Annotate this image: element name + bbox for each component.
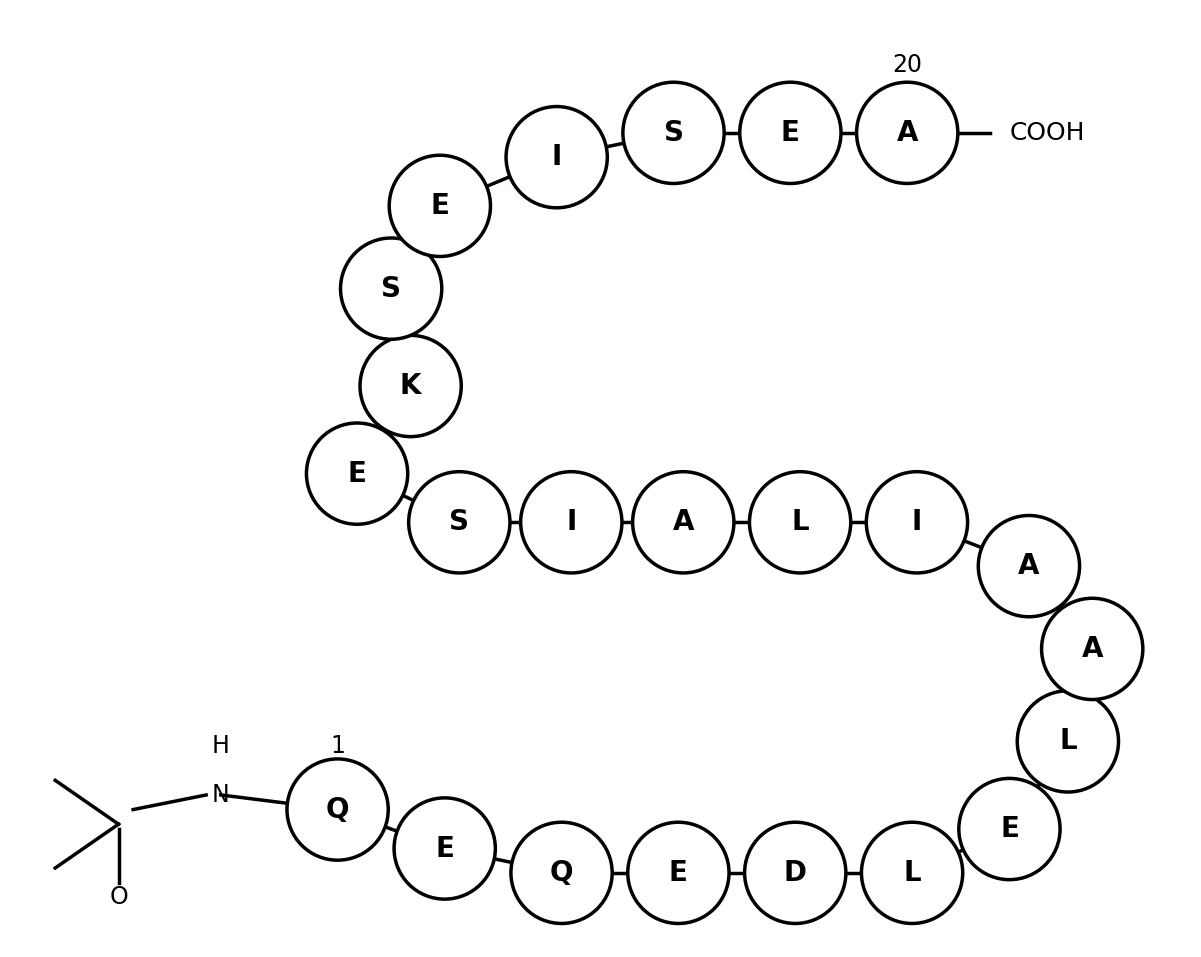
- Circle shape: [341, 238, 442, 340]
- Text: E: E: [430, 191, 449, 220]
- Text: O: O: [109, 885, 127, 909]
- Circle shape: [745, 822, 846, 924]
- Text: E: E: [435, 835, 454, 862]
- Text: COOH: COOH: [1010, 121, 1085, 145]
- Circle shape: [1041, 598, 1143, 700]
- Text: Q: Q: [325, 795, 349, 824]
- Text: E: E: [781, 119, 800, 146]
- Text: D: D: [784, 858, 807, 887]
- Text: 20: 20: [892, 53, 922, 77]
- Text: A: A: [1081, 634, 1103, 663]
- Text: Q: Q: [550, 858, 573, 887]
- Circle shape: [1017, 691, 1118, 792]
- Circle shape: [633, 472, 734, 573]
- Circle shape: [861, 822, 963, 924]
- Circle shape: [521, 472, 622, 573]
- Circle shape: [856, 82, 958, 184]
- Text: L: L: [1059, 727, 1076, 755]
- Text: L: L: [903, 858, 921, 887]
- Circle shape: [360, 335, 461, 436]
- Circle shape: [740, 82, 841, 184]
- Circle shape: [306, 423, 407, 524]
- Circle shape: [510, 822, 613, 924]
- Circle shape: [287, 759, 388, 860]
- Text: E: E: [669, 858, 688, 887]
- Text: A: A: [1018, 552, 1040, 580]
- Circle shape: [623, 82, 724, 184]
- Text: S: S: [449, 508, 470, 536]
- Circle shape: [394, 798, 495, 900]
- Circle shape: [866, 472, 968, 573]
- Text: I: I: [551, 144, 562, 171]
- Circle shape: [979, 516, 1080, 616]
- Text: L: L: [791, 508, 809, 536]
- Text: A: A: [673, 508, 694, 536]
- Circle shape: [408, 472, 510, 573]
- Text: H: H: [211, 734, 229, 758]
- Text: I: I: [912, 508, 922, 536]
- Text: E: E: [1000, 815, 1018, 843]
- Text: A: A: [896, 119, 918, 146]
- Text: K: K: [400, 372, 422, 400]
- Text: S: S: [381, 275, 401, 302]
- Circle shape: [749, 472, 850, 573]
- Circle shape: [389, 155, 490, 256]
- Text: E: E: [347, 459, 366, 488]
- Circle shape: [506, 106, 608, 208]
- Text: 1: 1: [330, 734, 345, 758]
- Circle shape: [958, 778, 1060, 879]
- Text: S: S: [663, 119, 683, 146]
- Circle shape: [628, 822, 729, 924]
- Text: I: I: [566, 508, 576, 536]
- Text: N: N: [211, 783, 229, 807]
